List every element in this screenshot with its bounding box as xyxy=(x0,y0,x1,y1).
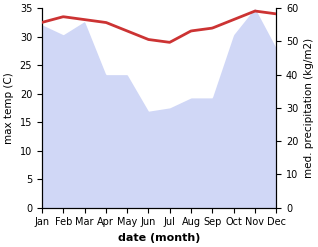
X-axis label: date (month): date (month) xyxy=(118,233,200,243)
Y-axis label: med. precipitation (kg/m2): med. precipitation (kg/m2) xyxy=(304,38,314,178)
Y-axis label: max temp (C): max temp (C) xyxy=(4,72,14,144)
